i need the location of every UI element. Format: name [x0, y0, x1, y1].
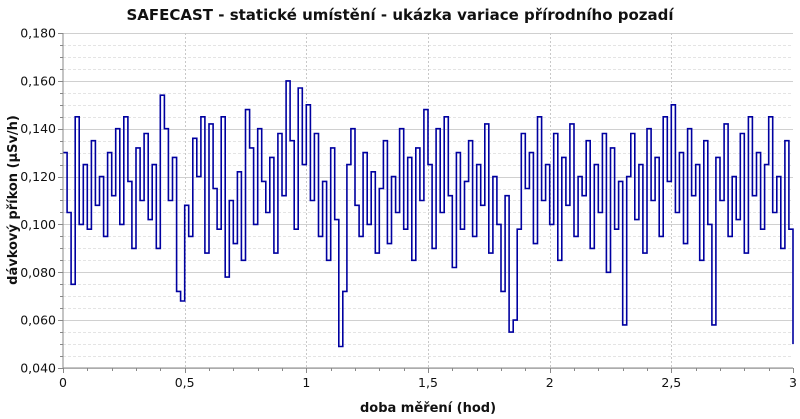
y-tick-label: 0,080: [20, 265, 56, 280]
x-tick-label: 2: [546, 375, 554, 390]
axis-ticks: 0,040 0,060 0,080 0,100 0,120 0,140 0,160 0,180…: [20, 26, 797, 391]
x-tick-label: 3: [789, 375, 797, 390]
y-tick-label: 0,120: [20, 169, 56, 184]
x-tick-label: 2,5: [661, 375, 681, 390]
y-tick-label: 0,140: [20, 121, 56, 136]
chart-title: SAFECAST - statické umístění - ukázka va…: [126, 6, 674, 24]
y-tick-label: 0,180: [20, 26, 56, 41]
y-axis-label: dávkový příkon (µSv/h): [6, 115, 21, 285]
x-tick-label: 1: [302, 375, 310, 390]
x-axis-label: doba měření (hod): [360, 401, 496, 416]
y-tick-label: 0,100: [20, 217, 56, 232]
y-tick-label: 0,160: [20, 73, 56, 88]
series-line: [63, 80, 794, 348]
x-tick-label: 1,5: [418, 375, 438, 390]
series: [63, 80, 794, 348]
y-tick-label: 0,040: [20, 361, 56, 376]
x-tick-label: 0: [59, 375, 67, 390]
x-tick-label: 0,5: [175, 375, 195, 390]
y-tick-label: 0,060: [20, 313, 56, 328]
